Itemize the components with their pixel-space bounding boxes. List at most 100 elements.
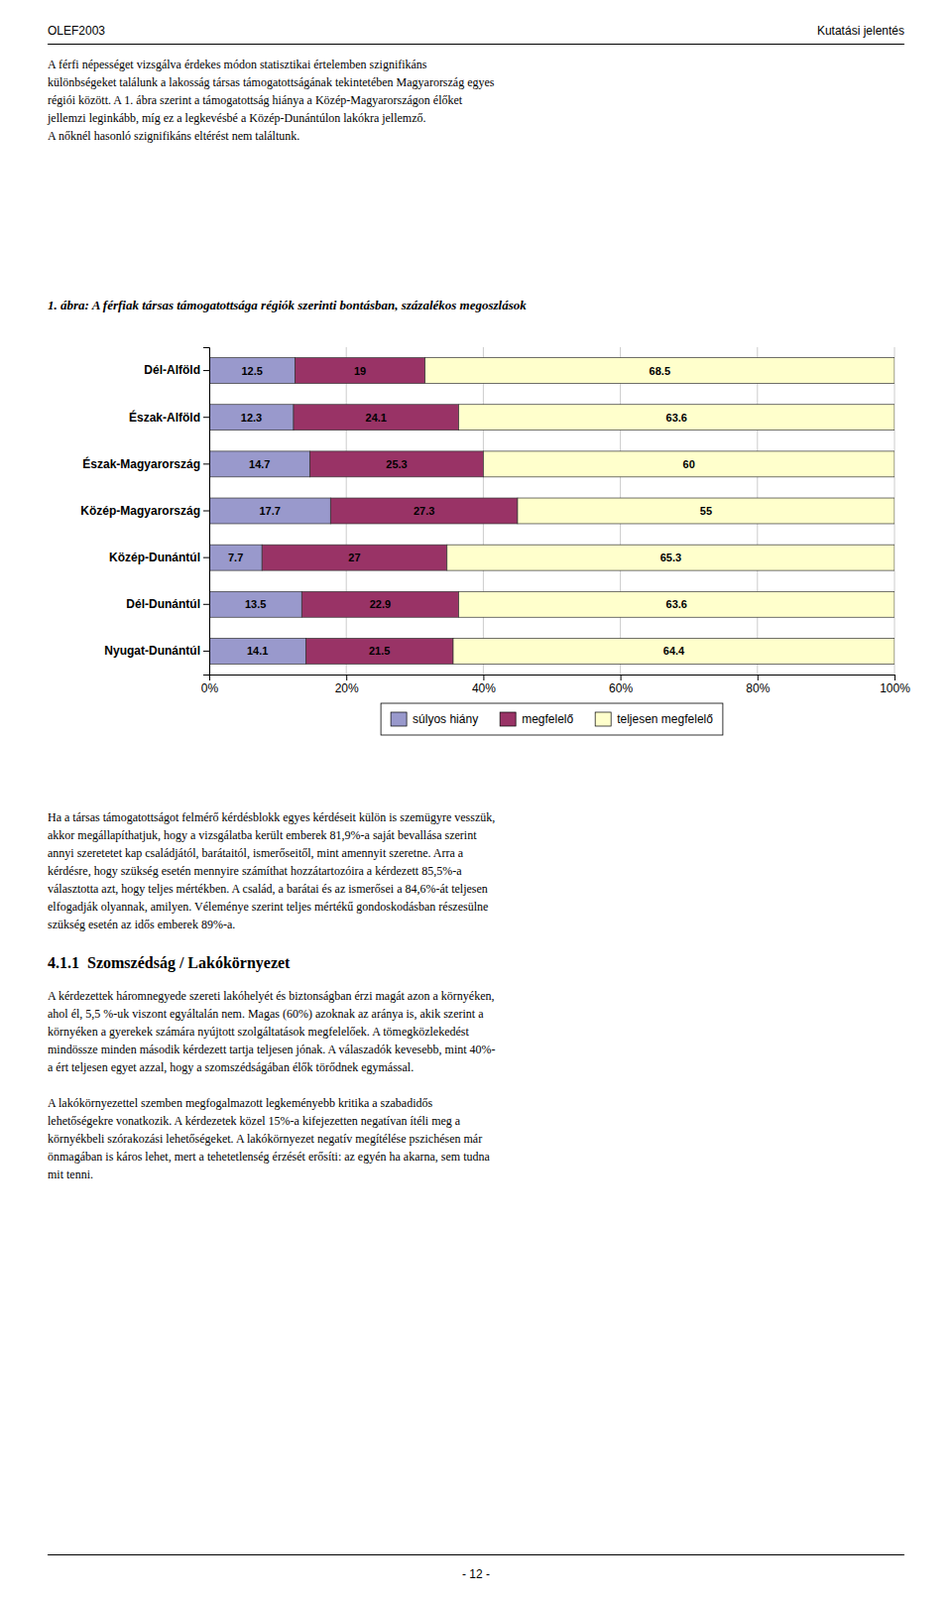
tick: Észak-Alföld xyxy=(128,409,210,425)
tick: Közép-Magyarország xyxy=(80,503,210,518)
data-label: 14.7 xyxy=(248,458,270,471)
tick-label: 40% xyxy=(472,681,496,696)
tick: 20% xyxy=(335,674,359,696)
tick-mark xyxy=(894,674,896,681)
tick-label: 80% xyxy=(745,681,770,696)
body-text: A férfi népességet vizsgálva érdekes mód… xyxy=(47,55,905,145)
bar xyxy=(294,357,425,384)
legend-frame xyxy=(380,703,723,735)
y-axis: Dél-Alföld Észak-Alföld Észak-Magyarország… xyxy=(80,348,210,676)
tick: Észak-Magyarország xyxy=(82,456,210,472)
tick-mark xyxy=(203,463,210,465)
tick: Dél-Alföld xyxy=(143,362,210,377)
axis-line xyxy=(210,675,896,682)
tick-mark xyxy=(757,674,759,681)
legend-swatch xyxy=(595,712,611,726)
bar xyxy=(459,591,895,617)
header-left: OLEF2003 xyxy=(47,23,106,38)
tick: 60% xyxy=(608,674,633,696)
data-label: 25.3 xyxy=(385,458,407,471)
data-label: 55 xyxy=(700,504,713,517)
data-label: 17.7 xyxy=(258,504,280,517)
series xyxy=(209,357,331,665)
tick-mark xyxy=(346,674,348,681)
bar xyxy=(209,497,331,524)
tick-mark xyxy=(203,369,210,371)
bar xyxy=(482,451,895,477)
legend-item: megfelelő xyxy=(499,712,574,726)
series xyxy=(261,357,518,665)
legend: súlyos hiány megfelelő teljesen megfelelő xyxy=(380,703,723,735)
tick: 80% xyxy=(745,674,770,696)
series xyxy=(425,357,895,665)
header-right: Kutatási jelentés xyxy=(817,23,905,38)
data-label: 22.9 xyxy=(369,597,391,610)
grid xyxy=(209,347,895,675)
tick: 40% xyxy=(472,674,496,696)
tick-mark xyxy=(203,557,210,559)
chart: 12.512.314.717.77.713.514.11924.125.327.… xyxy=(0,327,952,794)
body-text: Ha a társas támogatottságot felmérő kérd… xyxy=(47,808,905,934)
legend-item: teljesen megfelelő xyxy=(595,712,714,726)
bar xyxy=(209,591,302,617)
tick-label: 20% xyxy=(335,681,359,696)
bar xyxy=(293,404,460,431)
bar xyxy=(301,591,459,617)
data-label: 60 xyxy=(683,458,696,471)
tick-mark xyxy=(203,510,210,512)
footer: - 12 - xyxy=(0,1566,952,1581)
tick-mark xyxy=(482,674,484,681)
rule xyxy=(47,43,905,45)
bar xyxy=(209,544,262,571)
chart-title: 1. ábra: A férfiak társas támogatottsága… xyxy=(47,297,905,314)
tick-label: 100% xyxy=(879,681,911,696)
tick: Dél-Dunántúl xyxy=(125,596,210,611)
legend-swatch xyxy=(390,712,407,726)
data-labels: 12.512.314.717.77.713.514.11924.125.327.… xyxy=(228,364,713,658)
legend-label: megfelelő xyxy=(521,712,574,726)
data-label: 21.5 xyxy=(368,644,390,657)
tick: Nyugat-Dunántúl xyxy=(104,643,210,658)
data-label: 7.7 xyxy=(228,551,243,564)
tick-mark xyxy=(203,650,210,652)
bar xyxy=(209,404,294,431)
data-label: 27 xyxy=(348,551,360,564)
section-title: 4.1.1 Szomszédság / Lakókörnyezet xyxy=(47,953,290,972)
bar xyxy=(305,637,454,664)
tick-label: Észak-Magyarország xyxy=(82,456,201,472)
bar xyxy=(209,357,295,384)
data-label: 63.6 xyxy=(666,411,688,424)
legend-item: súlyos hiány xyxy=(390,712,478,726)
data-label: 27.3 xyxy=(413,504,435,517)
tick: Közép-Dunántúl xyxy=(109,550,210,565)
bar xyxy=(330,497,518,524)
data-label: 12.3 xyxy=(240,411,262,424)
tick-label: Nyugat-Dunántúl xyxy=(104,643,201,658)
data-label: 14.1 xyxy=(246,644,268,657)
tick-label: Közép-Dunántúl xyxy=(109,550,201,565)
tick-label: 60% xyxy=(608,681,633,696)
bar xyxy=(517,497,895,524)
tick-label: Közép-Magyarország xyxy=(80,503,201,518)
data-label: 13.5 xyxy=(244,597,266,610)
tick: 100% xyxy=(879,674,911,696)
data-label: 24.1 xyxy=(365,411,387,424)
bar xyxy=(453,637,895,664)
legend-label: súlyos hiány xyxy=(412,712,478,726)
bar xyxy=(209,451,311,477)
data-label: 63.6 xyxy=(666,597,688,610)
tick-mark xyxy=(203,416,210,418)
tick-mark xyxy=(203,603,210,605)
bar xyxy=(310,451,484,477)
bar xyxy=(447,544,895,571)
tick-label: Dél-Alföld xyxy=(143,362,201,377)
legend-swatch xyxy=(499,712,516,726)
bar xyxy=(459,404,895,431)
data-label: 68.5 xyxy=(649,364,671,377)
tick-label: Dél-Dunántúl xyxy=(125,596,201,611)
x-axis: 0%20%40%60%80%100% xyxy=(201,674,911,696)
data-label: 12.5 xyxy=(240,364,262,377)
bar xyxy=(209,637,306,664)
tick-label: Észak-Alföld xyxy=(128,409,201,425)
bar xyxy=(261,544,448,571)
